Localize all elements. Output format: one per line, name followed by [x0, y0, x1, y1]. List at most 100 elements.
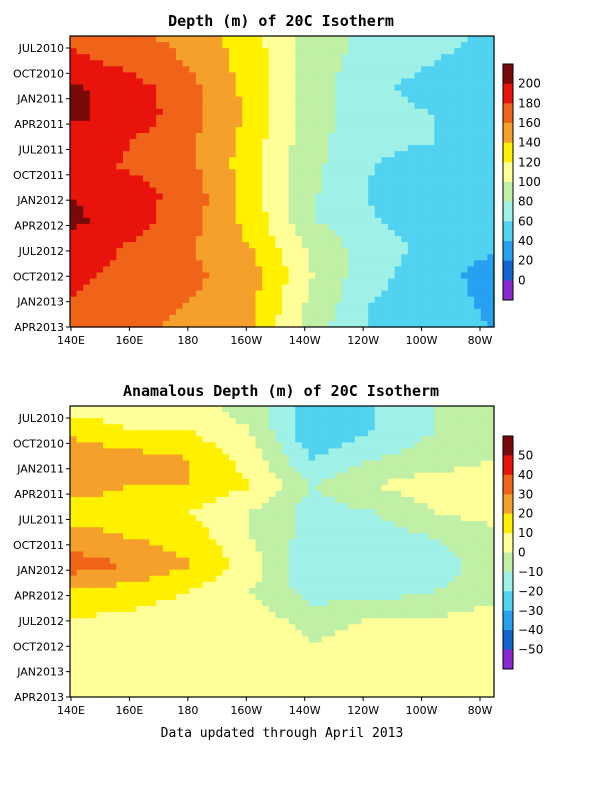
- depth-heatmap-cell: [447, 133, 455, 140]
- anomaly-heatmap-cell: [454, 412, 462, 419]
- depth-heatmap-cell: [156, 48, 164, 55]
- anomaly-heatmap-cell: [441, 496, 449, 504]
- depth-heatmap-cell: [129, 114, 137, 122]
- depth-heatmap-cell: [421, 187, 429, 195]
- anomaly-heatmap-cell: [235, 484, 243, 492]
- depth-heatmap-cell: [182, 211, 190, 219]
- depth-heatmap-cell: [189, 72, 197, 80]
- depth-colorbar-swatch: [503, 241, 513, 262]
- anomaly-heatmap-cell: [123, 436, 131, 443]
- depth-heatmap-cell: [182, 114, 190, 122]
- depth-heatmap-cell: [109, 314, 117, 322]
- depth-heatmap-cell: [368, 205, 376, 213]
- depth-heatmap-cell: [222, 254, 230, 261]
- depth-heatmap-cell: [374, 90, 382, 98]
- anomaly-heatmap-cell: [202, 557, 210, 565]
- anomaly-heatmap-cell: [248, 509, 257, 516]
- depth-heatmap-cell: [156, 272, 164, 280]
- anomaly-heatmap-cell: [460, 563, 469, 571]
- depth-heatmap-cell: [414, 84, 422, 92]
- anomaly-heatmap-cell: [235, 448, 243, 456]
- depth-heatmap-cell: [487, 272, 495, 280]
- anomaly-heatmap-cell: [248, 521, 257, 528]
- anomaly-heatmap-cell: [341, 412, 349, 419]
- anomaly-heatmap-cell: [460, 551, 469, 559]
- anomaly-heatmap-cell: [109, 521, 117, 528]
- anomaly-heatmap-cell: [308, 466, 316, 474]
- depth-heatmap-cell: [301, 169, 310, 177]
- anomaly-heatmap-cell: [474, 539, 482, 547]
- anomaly-heatmap-cell: [70, 557, 78, 565]
- depth-y-tick-label: APR2012: [14, 220, 64, 233]
- anomaly-heatmap-cell: [162, 448, 170, 456]
- depth-heatmap-cell: [189, 272, 197, 280]
- depth-heatmap-cell: [467, 242, 475, 249]
- anomaly-heatmap-cell: [381, 484, 389, 492]
- depth-heatmap-cell: [447, 108, 455, 116]
- anomaly-heatmap-cell: [268, 448, 276, 456]
- depth-heatmap-cell: [136, 236, 144, 243]
- depth-heatmap-cell: [149, 308, 157, 316]
- depth-heatmap-cell: [388, 151, 396, 158]
- depth-x-tick-label: 100W: [406, 334, 438, 347]
- anomaly-heatmap-cell: [116, 527, 124, 534]
- anomaly-heatmap-cell: [235, 454, 243, 462]
- anomaly-heatmap-cell: [341, 557, 349, 565]
- anomaly-heatmap-cell: [275, 496, 283, 504]
- depth-heatmap-cell: [381, 145, 389, 152]
- anomaly-heatmap-cell: [480, 557, 488, 565]
- depth-heatmap-cell: [421, 320, 429, 328]
- depth-heatmap-cell: [454, 242, 462, 249]
- depth-heatmap-cell: [301, 42, 310, 49]
- anomaly-heatmap-cell: [96, 527, 104, 534]
- depth-heatmap-cell: [156, 254, 164, 261]
- depth-heatmap-cell: [129, 211, 137, 219]
- anomaly-heatmap-cell: [414, 545, 422, 553]
- anomaly-heatmap-cell: [368, 509, 376, 516]
- depth-heatmap-cell: [169, 126, 177, 134]
- anomaly-heatmap-cell: [421, 557, 429, 565]
- depth-heatmap-cell: [76, 139, 84, 146]
- depth-heatmap-cell: [215, 296, 223, 304]
- anomaly-heatmap-cell: [103, 496, 111, 504]
- anomaly-heatmap-cell: [189, 509, 197, 516]
- anomaly-heatmap-cell: [215, 478, 223, 486]
- anomaly-heatmap-cell: [96, 563, 104, 571]
- depth-heatmap-cell: [222, 114, 230, 122]
- anomaly-heatmap-cell: [123, 448, 131, 456]
- anomaly-heatmap-cell: [407, 569, 416, 577]
- depth-heatmap-cell: [487, 145, 495, 152]
- depth-heatmap-cell: [123, 290, 131, 298]
- depth-heatmap-cell: [162, 278, 170, 286]
- depth-heatmap-cell: [229, 151, 237, 158]
- anomaly-heatmap-cell: [76, 496, 84, 504]
- anomaly-heatmap-cell: [414, 418, 422, 425]
- depth-heatmap-cell: [282, 78, 290, 86]
- depth-heatmap-cell: [109, 302, 117, 310]
- anomaly-heatmap-cell: [348, 563, 356, 571]
- depth-heatmap-cell: [96, 169, 104, 177]
- depth-heatmap-cell: [374, 145, 382, 152]
- depth-heatmap-cell: [361, 230, 369, 237]
- depth-heatmap-cell: [381, 60, 389, 67]
- depth-heatmap-cell: [96, 223, 104, 231]
- depth-heatmap-cell: [487, 96, 495, 104]
- depth-heatmap-cell: [407, 193, 416, 201]
- depth-heatmap-cell: [222, 42, 230, 49]
- depth-heatmap-cell: [96, 114, 104, 122]
- depth-heatmap-cell: [215, 217, 223, 225]
- depth-heatmap-cell: [235, 278, 243, 286]
- depth-heatmap-cell: [202, 314, 210, 322]
- depth-heatmap-cell: [70, 296, 78, 304]
- depth-heatmap-cell: [169, 145, 177, 152]
- depth-heatmap-cell: [441, 60, 449, 67]
- depth-heatmap-cell: [308, 145, 316, 152]
- depth-heatmap-cell: [454, 102, 462, 110]
- anomaly-heatmap-cell: [162, 551, 170, 559]
- depth-heatmap-cell: [480, 108, 488, 116]
- depth-heatmap-cell: [427, 133, 435, 140]
- depth-heatmap-cell: [354, 78, 363, 86]
- depth-heatmap-cell: [368, 60, 376, 67]
- anomaly-heatmap-cell: [414, 539, 422, 547]
- depth-heatmap-cell: [328, 211, 336, 219]
